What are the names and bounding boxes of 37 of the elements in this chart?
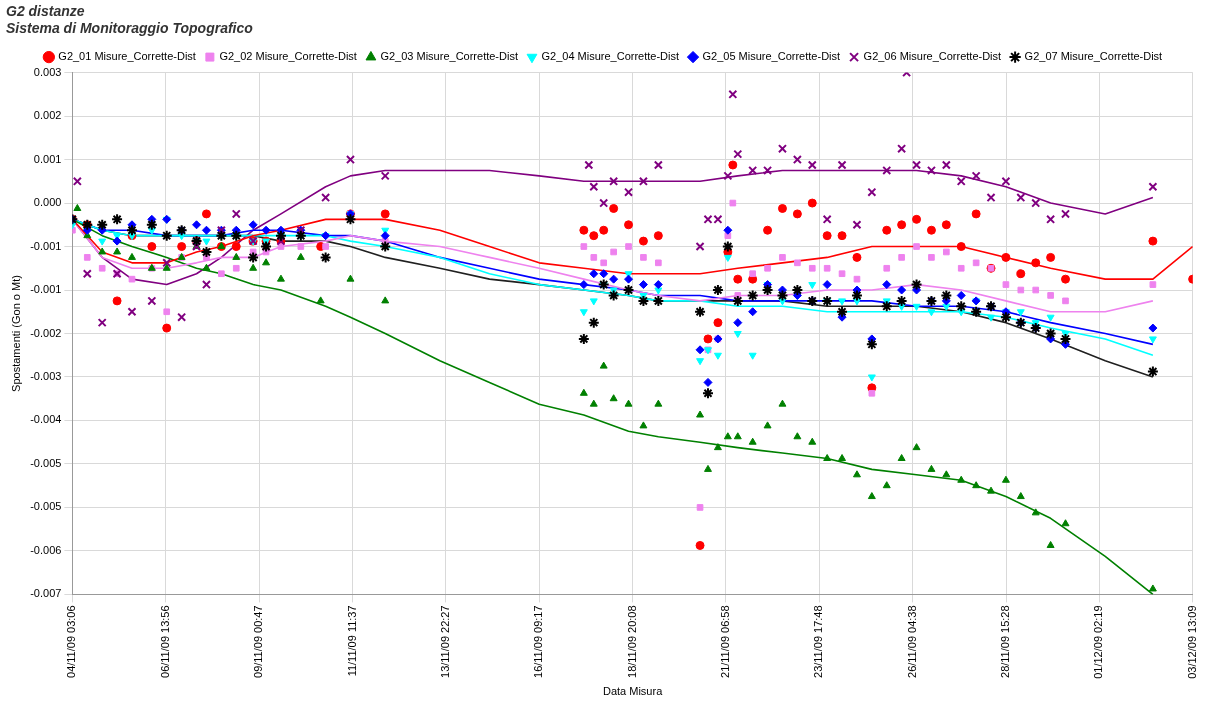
y-tick-label: 0.003 xyxy=(33,65,62,78)
y-tick-label: -0.005 xyxy=(30,500,62,513)
legend-label: G2_03 Misure_Corrette-Dist xyxy=(380,50,518,63)
y-tick-label: -0.001 xyxy=(30,239,62,252)
y-tick-label: -0.004 xyxy=(30,413,62,426)
y-tick-label: -0.005 xyxy=(30,456,62,469)
x-tick-label: 04/11/09 03:06 xyxy=(65,605,78,678)
x-tick-label: 23/11/09 17:48 xyxy=(812,605,825,678)
y-tick-label: -0.001 xyxy=(30,283,62,296)
legend-label: G2_06 Misure_Corrette-Dist xyxy=(863,50,1002,63)
x-tick-label: 13/11/09 22:27 xyxy=(438,605,451,678)
y-tick-label: -0.002 xyxy=(30,326,62,339)
y-tick-label: -0.007 xyxy=(30,587,62,600)
x-tick-label: 01/12/09 02:19 xyxy=(1092,605,1105,679)
chart-subtitle: Sistema di Monitoraggio Topografico xyxy=(6,20,254,37)
y-tick-label: 0.002 xyxy=(33,109,62,122)
x-tick-label: 26/11/09 04:38 xyxy=(905,605,918,678)
chart-title: G2 distanze xyxy=(6,3,85,20)
legend-label: G2_04 Misure_Corrette-Dist xyxy=(541,50,680,63)
y-tick-label: -0.006 xyxy=(30,543,62,556)
legend-label: G2_05 Misure_Corrette-Dist xyxy=(702,50,841,63)
x-tick-label: 16/11/09 09:17 xyxy=(532,605,545,678)
legend-label: G2_02 Misure_Corrette-Dist xyxy=(219,50,357,63)
legend-label: G2_07 Misure_Corrette-Dist xyxy=(1024,50,1163,63)
x-axis-title: Data Misura xyxy=(602,685,664,698)
y-tick-label: 0.001 xyxy=(33,152,62,165)
y-axis-title: Spostamenti (Gon o Mt) xyxy=(9,275,22,392)
legend-label: G2_01 Misure_Corrette-Dist xyxy=(58,50,196,63)
x-tick-label: 28/11/09 15:28 xyxy=(999,605,1012,678)
x-tick-label: 06/11/09 13:56 xyxy=(158,605,171,678)
x-tick-label: 03/12/09 13:09 xyxy=(1185,605,1198,679)
x-tick-label: 09/11/09 00:47 xyxy=(252,605,265,678)
y-tick-label: -0.003 xyxy=(30,370,62,383)
y-tick-label: 0.000 xyxy=(33,196,62,209)
x-tick-label: 21/11/09 06:58 xyxy=(719,605,731,678)
x-tick-label: 18/11/09 20:08 xyxy=(625,605,638,678)
x-tick-label: 11/11/09 11:37 xyxy=(345,605,358,677)
